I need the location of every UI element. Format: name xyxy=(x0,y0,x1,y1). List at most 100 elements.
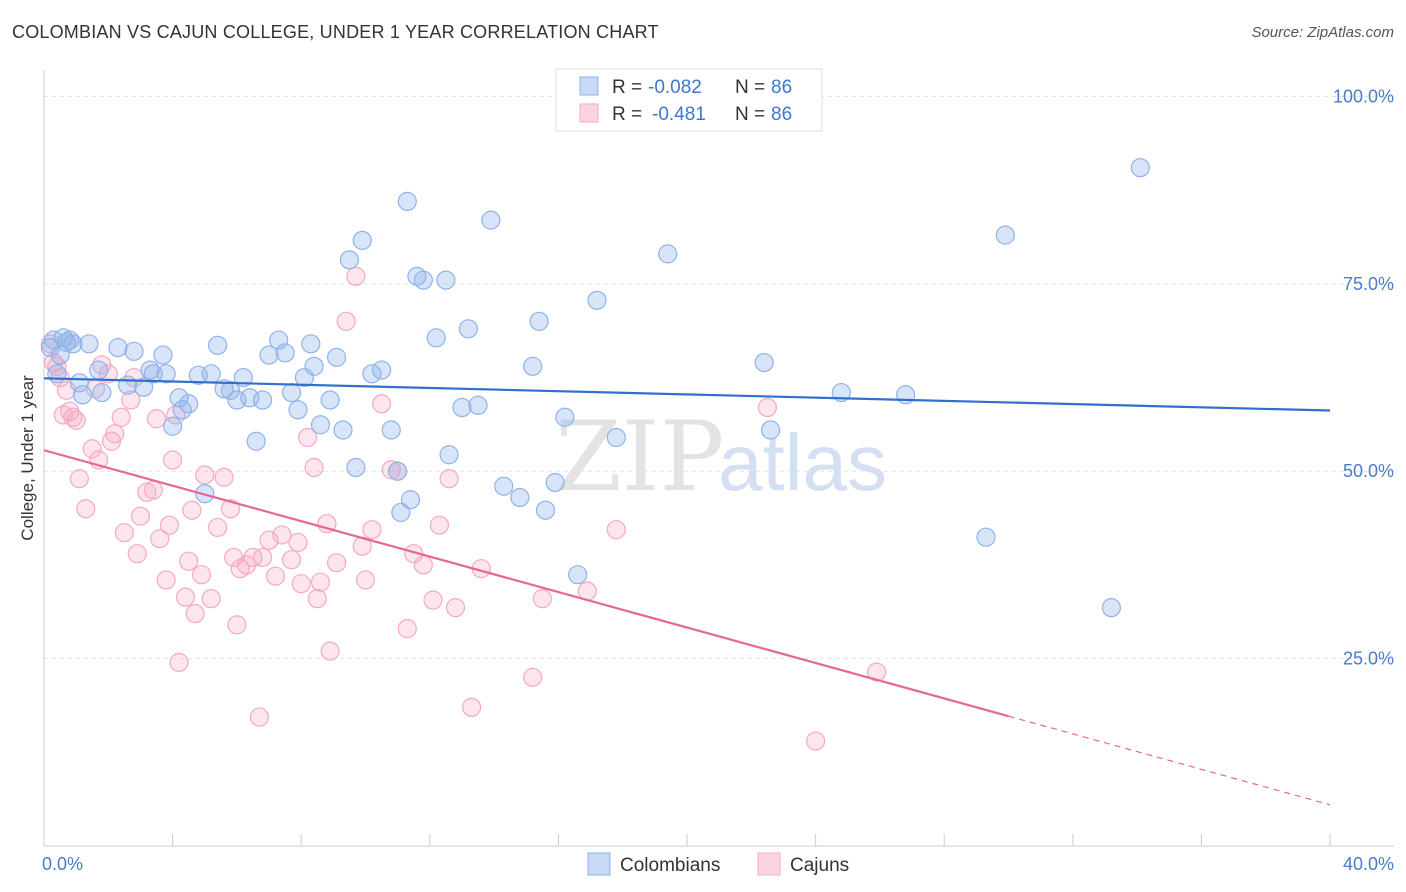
colombians-point xyxy=(246,431,266,451)
colombians-point xyxy=(995,225,1015,245)
colombians-point xyxy=(362,364,382,384)
cajuns-point xyxy=(169,652,189,672)
bottom-legend-swatch-colombians xyxy=(587,852,611,876)
colombians-point xyxy=(79,334,99,354)
cajuns-point xyxy=(150,529,170,549)
cajuns-point xyxy=(111,407,131,427)
cajuns-trend-line xyxy=(43,449,1009,718)
cajuns-point xyxy=(159,515,179,535)
cajuns-point xyxy=(195,465,215,485)
legend-r-value-1: -0.082 xyxy=(648,77,702,98)
colombians-point xyxy=(458,319,478,339)
colombians-point xyxy=(468,395,488,415)
cajuns-point xyxy=(259,530,279,550)
cajuns-point xyxy=(265,566,286,586)
cajuns-point xyxy=(439,469,459,489)
legend-box: R = -0.082 N = 86 R = -0.481 N = 86 xyxy=(555,68,823,132)
y-axis-label: College, Under 1 year xyxy=(18,375,37,541)
cajuns-point xyxy=(288,532,308,553)
cajuns-point xyxy=(114,523,134,543)
colombians-points xyxy=(40,158,1150,618)
colombians-point xyxy=(326,347,347,367)
cajuns-point xyxy=(130,506,151,526)
colombians-point xyxy=(371,360,392,380)
cajuns-point xyxy=(227,615,247,635)
cajuns-point xyxy=(461,697,482,717)
cajuns-point xyxy=(175,587,196,607)
colombians-point xyxy=(436,270,456,290)
colombians-point xyxy=(555,407,575,427)
colombians-point xyxy=(831,382,851,403)
x-tick-labels: 0.0% 40.0% xyxy=(42,854,1394,874)
cajuns-point xyxy=(243,547,263,568)
colombians-point xyxy=(301,334,321,354)
colombians-point xyxy=(201,364,221,384)
colombians-point xyxy=(179,394,199,414)
colombians-point xyxy=(163,416,183,436)
colombians-point xyxy=(233,367,253,388)
cajuns-point xyxy=(76,499,96,519)
cajuns-point xyxy=(208,517,228,538)
cajuns-point xyxy=(757,397,777,418)
cajuns-point xyxy=(606,520,626,540)
cajuns-point xyxy=(127,544,147,564)
cajuns-point xyxy=(182,500,202,520)
trend-lines xyxy=(43,377,1331,806)
cajuns-point xyxy=(307,589,327,609)
legend-r-label-1: R = xyxy=(612,77,642,98)
colombians-point xyxy=(47,364,67,384)
colombians-point xyxy=(754,352,774,373)
cajuns-point xyxy=(191,565,212,585)
colombians-point xyxy=(134,377,154,397)
bottom-legend-colombians: Colombians xyxy=(620,855,720,876)
cajuns-point xyxy=(82,439,102,459)
colombians-point xyxy=(523,356,543,376)
cajuns-point xyxy=(201,589,221,609)
y-tick-label: 75.0% xyxy=(1343,274,1394,294)
colombians-point xyxy=(481,210,501,230)
colombians-point xyxy=(494,476,514,496)
y-tick-label: 100.0% xyxy=(1333,86,1394,106)
cajuns-point xyxy=(355,570,376,590)
colombians-point xyxy=(545,472,565,493)
colombians-point xyxy=(510,487,530,508)
colombians-point xyxy=(310,415,331,435)
colombians-point xyxy=(259,345,279,365)
cajuns-point xyxy=(523,667,543,687)
cajuns-point xyxy=(105,424,125,444)
colombians-point xyxy=(346,457,366,478)
legend-n-value-1: 86 xyxy=(771,77,792,98)
cajuns-point xyxy=(429,515,450,535)
colombians-point xyxy=(400,490,421,510)
colombians-point xyxy=(281,382,302,403)
colombians-point xyxy=(124,341,144,361)
cajuns-point xyxy=(47,356,67,376)
colombians-point xyxy=(397,191,417,212)
bottom-legend-swatch-cajuns xyxy=(757,852,781,876)
cajuns-point xyxy=(298,427,318,448)
colombians-point xyxy=(60,330,80,350)
cajuns-point xyxy=(220,499,241,519)
colombians-point xyxy=(439,445,459,465)
bottom-legend: Colombians Cajuns xyxy=(587,852,849,876)
cajuns-point xyxy=(532,589,552,609)
colombians-point xyxy=(220,380,241,400)
colombians-point xyxy=(760,420,781,440)
cajuns-point xyxy=(336,311,356,331)
legend-swatch-cajuns xyxy=(579,103,599,123)
colombians-point xyxy=(304,356,324,376)
cajuns-point xyxy=(445,598,466,618)
colombians-point xyxy=(288,400,308,420)
colombians-point xyxy=(156,364,176,384)
colombians-point xyxy=(388,461,408,481)
cajuns-point xyxy=(867,662,887,682)
colombians-point xyxy=(381,420,401,440)
colombians-point xyxy=(320,390,340,410)
cajuns-point xyxy=(143,480,163,500)
cajuns-point xyxy=(413,555,433,575)
cajuns-point xyxy=(317,514,337,534)
colombians-point xyxy=(208,335,228,355)
cajuns-point xyxy=(371,394,392,414)
cajuns-point xyxy=(156,570,176,590)
